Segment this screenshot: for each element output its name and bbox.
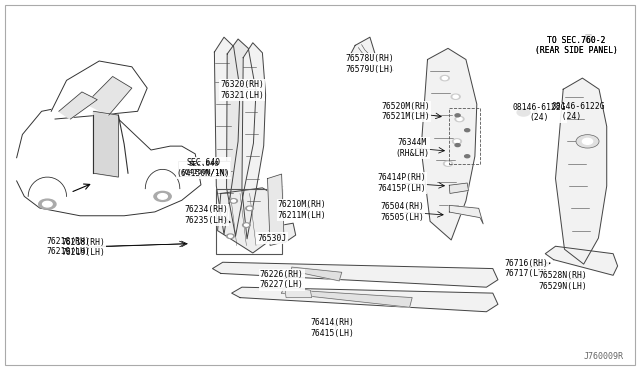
Bar	[449, 108, 480, 164]
Text: 76320(RH)
76321(LH): 76320(RH) 76321(LH)	[220, 80, 264, 100]
Text: TO SEC.760-2
(REAR SIDE PANEL): TO SEC.760-2 (REAR SIDE PANEL)	[534, 36, 618, 55]
Text: SEC.640
(64150N/1N): SEC.640 (64150N/1N)	[180, 161, 228, 175]
Circle shape	[232, 200, 236, 202]
Text: 76716(RH)
76717(LH): 76716(RH) 76717(LH)	[504, 259, 548, 278]
Text: 76530J: 76530J	[257, 234, 287, 243]
Polygon shape	[218, 188, 278, 253]
Polygon shape	[272, 223, 296, 243]
Polygon shape	[93, 111, 118, 177]
Text: 76344M
(RH&LH): 76344M (RH&LH)	[395, 138, 429, 158]
Circle shape	[455, 114, 460, 117]
Bar	[178, 161, 230, 176]
Polygon shape	[86, 77, 132, 115]
Text: SEC.640
(64150N/1N): SEC.640 (64150N/1N)	[177, 158, 230, 178]
Bar	[216, 189, 282, 254]
Text: 76414P(RH)
76415P(LH): 76414P(RH) 76415P(LH)	[378, 173, 426, 193]
Circle shape	[576, 135, 599, 148]
Circle shape	[465, 129, 470, 132]
Circle shape	[457, 118, 462, 121]
Text: 76234(RH)
76235(LH): 76234(RH) 76235(LH)	[184, 205, 228, 225]
Circle shape	[38, 199, 56, 209]
Text: 76578U(RH)
76579U(LH): 76578U(RH) 76579U(LH)	[346, 54, 394, 74]
Circle shape	[451, 94, 460, 99]
Circle shape	[454, 140, 460, 143]
Text: J760009R: J760009R	[584, 352, 624, 361]
Circle shape	[243, 223, 250, 227]
Circle shape	[246, 206, 253, 211]
Circle shape	[582, 138, 593, 144]
Text: 76218(RH)
76219(LH): 76218(RH) 76219(LH)	[46, 237, 90, 256]
Polygon shape	[212, 262, 498, 287]
Polygon shape	[421, 48, 477, 240]
Text: 08146-6122G
  (24): 08146-6122G (24)	[552, 102, 605, 121]
Polygon shape	[449, 205, 483, 224]
Circle shape	[455, 144, 460, 147]
Text: 76210M(RH)
76211M(LH): 76210M(RH) 76211M(LH)	[278, 200, 326, 219]
Polygon shape	[214, 37, 240, 234]
Circle shape	[452, 139, 461, 144]
Circle shape	[453, 95, 458, 98]
Polygon shape	[351, 37, 375, 64]
Text: ⑩: ⑩	[532, 110, 538, 115]
Circle shape	[227, 234, 234, 238]
Polygon shape	[242, 43, 266, 239]
Polygon shape	[545, 246, 618, 275]
Circle shape	[42, 201, 52, 207]
Circle shape	[442, 77, 447, 80]
Text: 76218(RH)
76219(LH): 76218(RH) 76219(LH)	[61, 238, 105, 257]
Polygon shape	[556, 78, 607, 264]
Polygon shape	[227, 39, 256, 236]
Circle shape	[228, 235, 232, 237]
Circle shape	[248, 207, 252, 209]
Circle shape	[444, 161, 452, 166]
Polygon shape	[285, 287, 312, 298]
Text: 76414(RH)
76415(LH): 76414(RH) 76415(LH)	[311, 318, 355, 338]
Circle shape	[465, 155, 470, 158]
Polygon shape	[282, 289, 412, 307]
Polygon shape	[51, 61, 147, 119]
Text: 76520M(RH)
76521M(LH): 76520M(RH) 76521M(LH)	[381, 102, 430, 121]
Polygon shape	[449, 183, 468, 193]
Circle shape	[517, 109, 530, 116]
Circle shape	[445, 162, 451, 165]
Text: 76504(RH)
76505(LH): 76504(RH) 76505(LH)	[380, 202, 424, 222]
Circle shape	[230, 199, 237, 203]
Text: 08146-6122G
(24): 08146-6122G (24)	[512, 103, 566, 122]
Text: TO SEC.760-2
(REAR SIDE PANEL): TO SEC.760-2 (REAR SIDE PANEL)	[534, 36, 618, 55]
Text: 76226(RH)
76227(LH): 76226(RH) 76227(LH)	[260, 270, 303, 289]
Text: 76528N(RH)
76529N(LH): 76528N(RH) 76529N(LH)	[539, 271, 588, 291]
Polygon shape	[232, 287, 498, 312]
Polygon shape	[291, 267, 342, 281]
Polygon shape	[59, 92, 97, 119]
Polygon shape	[17, 103, 201, 216]
Circle shape	[244, 224, 248, 226]
Circle shape	[455, 116, 464, 122]
Circle shape	[154, 191, 172, 201]
Polygon shape	[268, 174, 284, 246]
Circle shape	[440, 76, 449, 81]
Circle shape	[157, 193, 168, 199]
